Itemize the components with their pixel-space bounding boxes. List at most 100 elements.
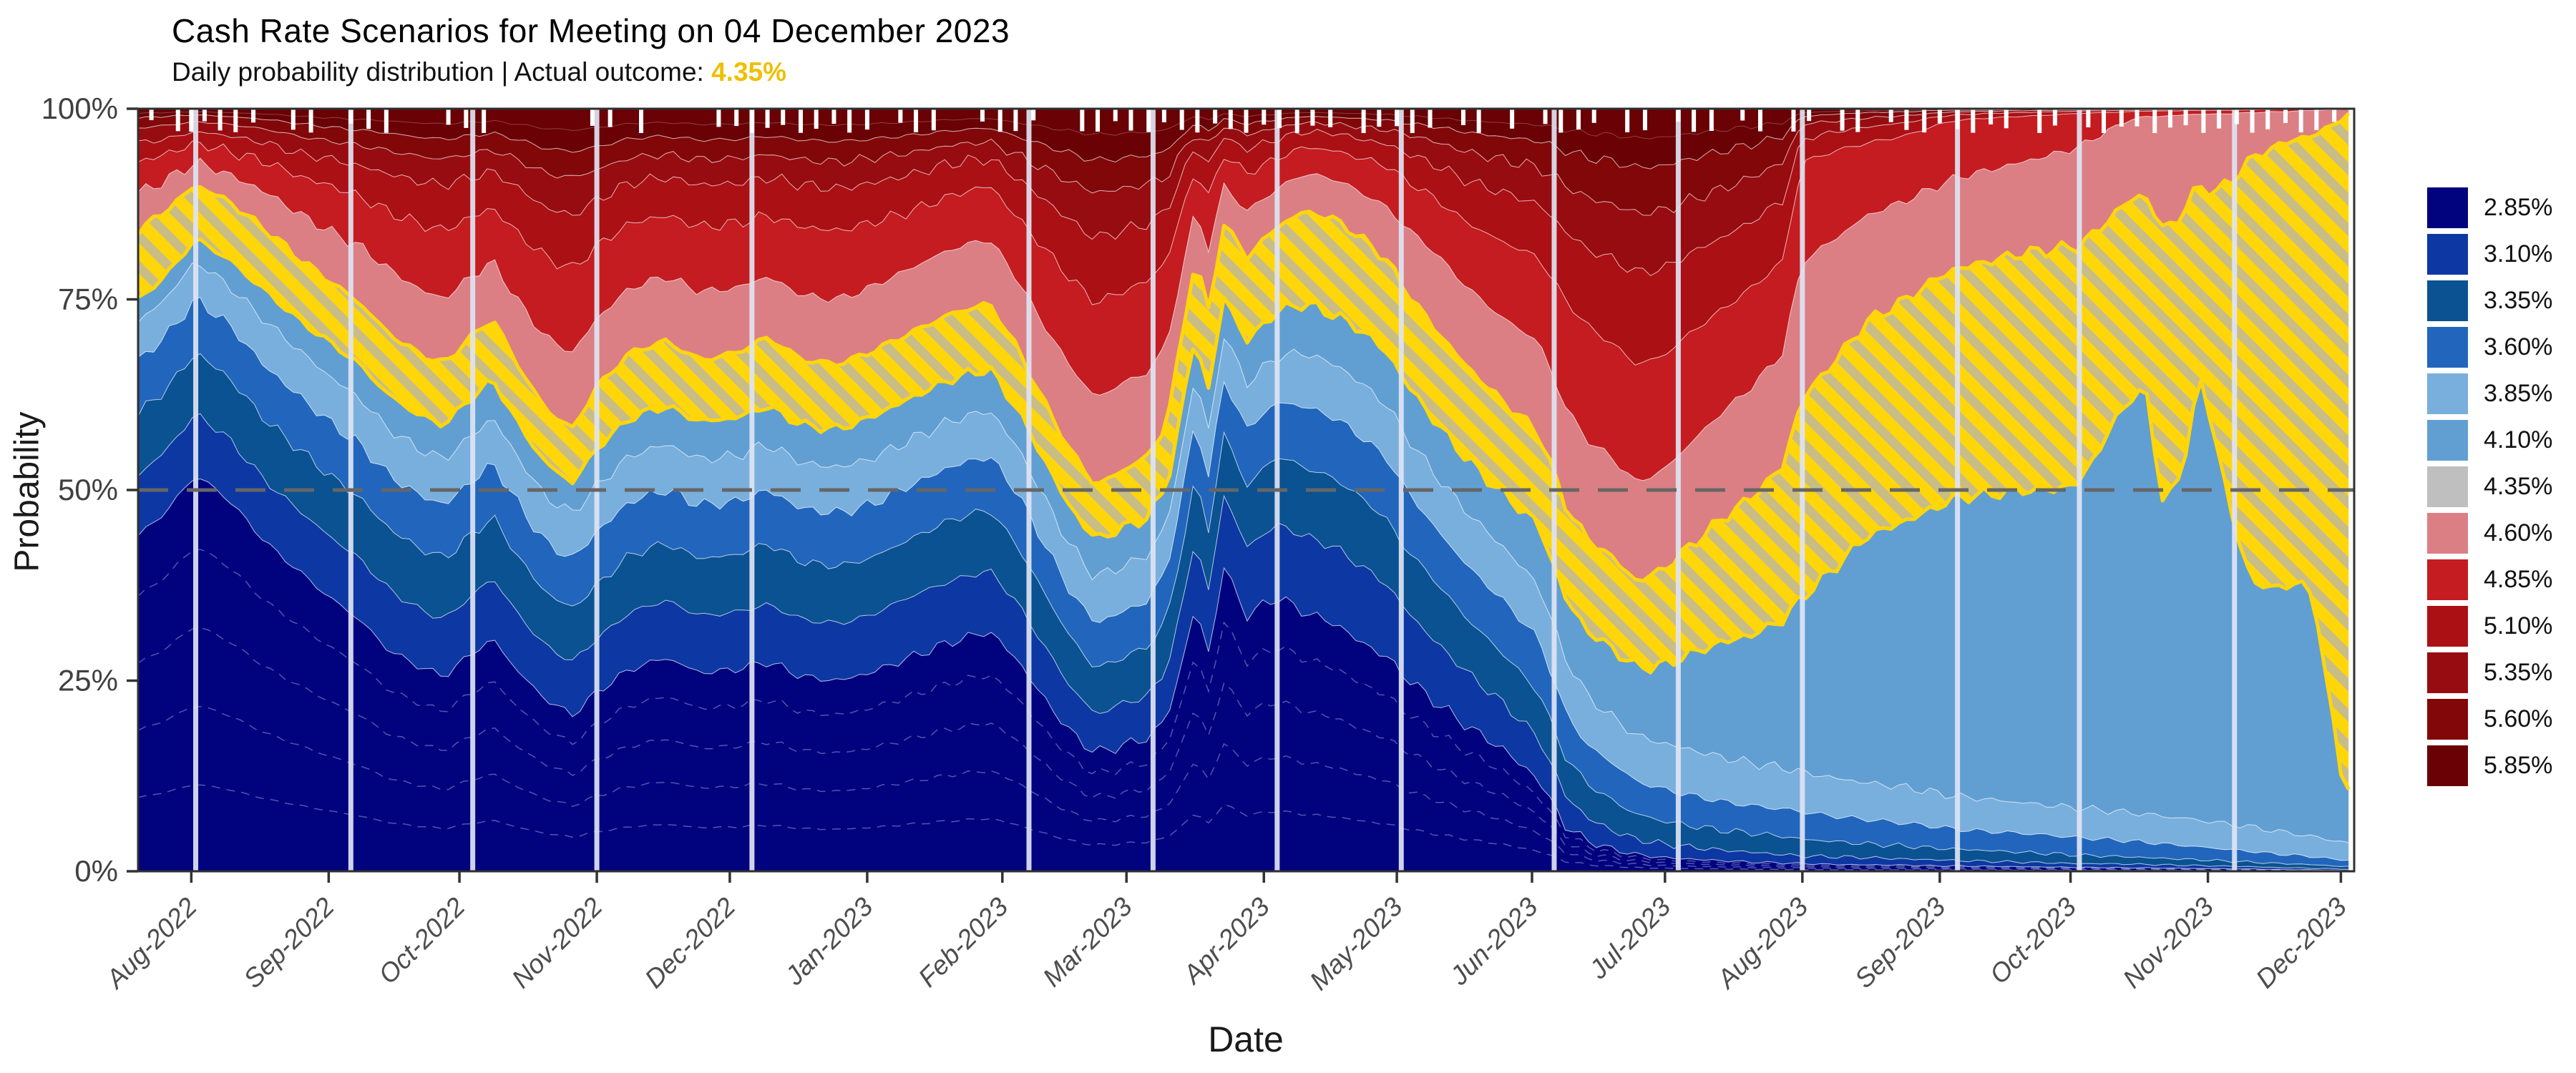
band-2.85%: [138, 478, 2349, 871]
x-tick-label: Sep-2023: [1849, 891, 1951, 994]
x-tick-label: Aug-2023: [1711, 891, 1814, 994]
rug-tick: [464, 109, 469, 128]
rug-tick: [251, 109, 256, 123]
rug-tick: [1576, 109, 1581, 129]
rug-tick: [1591, 109, 1596, 123]
legend-label: 4.60%: [2484, 519, 2553, 547]
rug-tick: [1179, 109, 1184, 130]
rug-tick: [2119, 109, 2124, 127]
legend-label: 5.10%: [2484, 612, 2553, 640]
x-tick-label: Oct-2022: [373, 891, 471, 989]
rug-tick: [1328, 109, 1333, 127]
band-boundary: [138, 109, 2349, 276]
legend-label: 4.35%: [2484, 473, 2553, 500]
legend-swatch: [2427, 466, 2468, 507]
rug-tick: [1904, 109, 1909, 130]
actual-outcome-value: 4.35%: [711, 57, 787, 87]
x-tick-label: Sep-2022: [238, 891, 341, 994]
rug-tick: [384, 109, 389, 133]
rug-tick: [1161, 109, 1166, 123]
subband-line: [138, 705, 2349, 871]
rug-tick: [2037, 109, 2042, 133]
rug-tick: [1031, 109, 1036, 121]
y-tick-label: 50%: [58, 473, 118, 506]
rug-tick: [1013, 109, 1018, 132]
x-tick-label: Jul-2023: [1583, 891, 1676, 984]
rug-tick: [446, 109, 451, 125]
rug-tick: [590, 109, 595, 126]
rug-tick: [898, 109, 903, 123]
legend-swatch: [2427, 699, 2468, 740]
legend-label: 3.35%: [2484, 287, 2553, 314]
rug-tick: [1740, 109, 1745, 121]
subband-line: [138, 627, 2349, 871]
rug-tick: [1543, 109, 1548, 124]
rug-tick: [2201, 109, 2206, 133]
legend-item: 4.35%: [2427, 466, 2552, 507]
legend-label: 5.35%: [2484, 659, 2553, 686]
rug-tick: [2052, 109, 2057, 126]
x-tick-label: Jun-2023: [1444, 891, 1543, 991]
rug-tick: [1791, 109, 1796, 132]
x-tick-label: Oct-2023: [1984, 891, 2082, 989]
rug-tick: [1989, 109, 1994, 124]
hatch-band-lower-edge: [138, 237, 2351, 790]
meeting-date-line: [2077, 109, 2082, 871]
meeting-date-line: [1675, 109, 1681, 871]
legend-swatch: [2427, 559, 2468, 600]
band-boundary: [138, 109, 2349, 216]
rug-tick: [1294, 109, 1299, 133]
legend-item: 5.85%: [2427, 745, 2552, 786]
legend-item: 2.85%: [2427, 187, 2552, 228]
legend-label: 4.85%: [2484, 566, 2553, 593]
legend-swatch: [2427, 652, 2468, 693]
rug-tick: [1709, 109, 1714, 132]
rug-tick: [1922, 109, 1927, 133]
rug-tick: [716, 109, 721, 127]
rug-tick: [980, 109, 985, 122]
rug-tick: [1807, 109, 1812, 122]
x-tick-label: Aug-2022: [99, 891, 203, 994]
rug-tick: [799, 109, 804, 133]
legend-label: 3.10%: [2484, 240, 2553, 268]
rug-tick: [831, 109, 836, 124]
rug-tick: [2135, 109, 2140, 127]
rug-tick: [639, 109, 644, 133]
y-tick-label: 75%: [58, 283, 118, 316]
legend-item: 3.85%: [2427, 373, 2552, 414]
rug-tick: [1195, 109, 1200, 133]
hatch-band-upper-edge: [138, 112, 2351, 583]
x-tick-label: Dec-2022: [639, 891, 741, 994]
rug-tick: [175, 109, 180, 132]
rug-tick: [1937, 109, 1942, 124]
rug-tick: [189, 109, 194, 132]
rug-tick: [2332, 109, 2337, 122]
rug-tick: [482, 109, 487, 133]
rug-tick: [1510, 109, 1515, 129]
legend-swatch: [2427, 420, 2468, 461]
x-tick-label: Nov-2022: [506, 891, 608, 994]
rug-tick: [2298, 109, 2303, 133]
x-tick-label: Feb-2023: [912, 891, 1013, 992]
rug-tick: [2152, 109, 2157, 133]
legend-swatch: [2427, 606, 2468, 647]
rug-tick: [2102, 109, 2107, 133]
rug-tick: [847, 109, 852, 133]
legend-item: 3.35%: [2427, 280, 2552, 321]
page-title: Cash Rate Scenarios for Meeting on 04 De…: [172, 12, 1010, 49]
rug-tick: [2086, 109, 2091, 128]
legend-item: 3.10%: [2427, 234, 2552, 275]
x-tick-label: Jan-2023: [779, 891, 879, 991]
rug-tick: [1377, 109, 1382, 127]
rug-tick: [1361, 109, 1366, 133]
rug-tick: [2250, 109, 2255, 133]
legend-item: 5.10%: [2427, 606, 2552, 647]
rug-tick: [781, 109, 786, 125]
rug-tick: [1395, 109, 1400, 127]
y-axis-title: Probability: [8, 411, 47, 572]
rug-tick: [864, 109, 869, 130]
rug-tick: [914, 109, 919, 132]
legend-item: 5.35%: [2427, 652, 2552, 693]
